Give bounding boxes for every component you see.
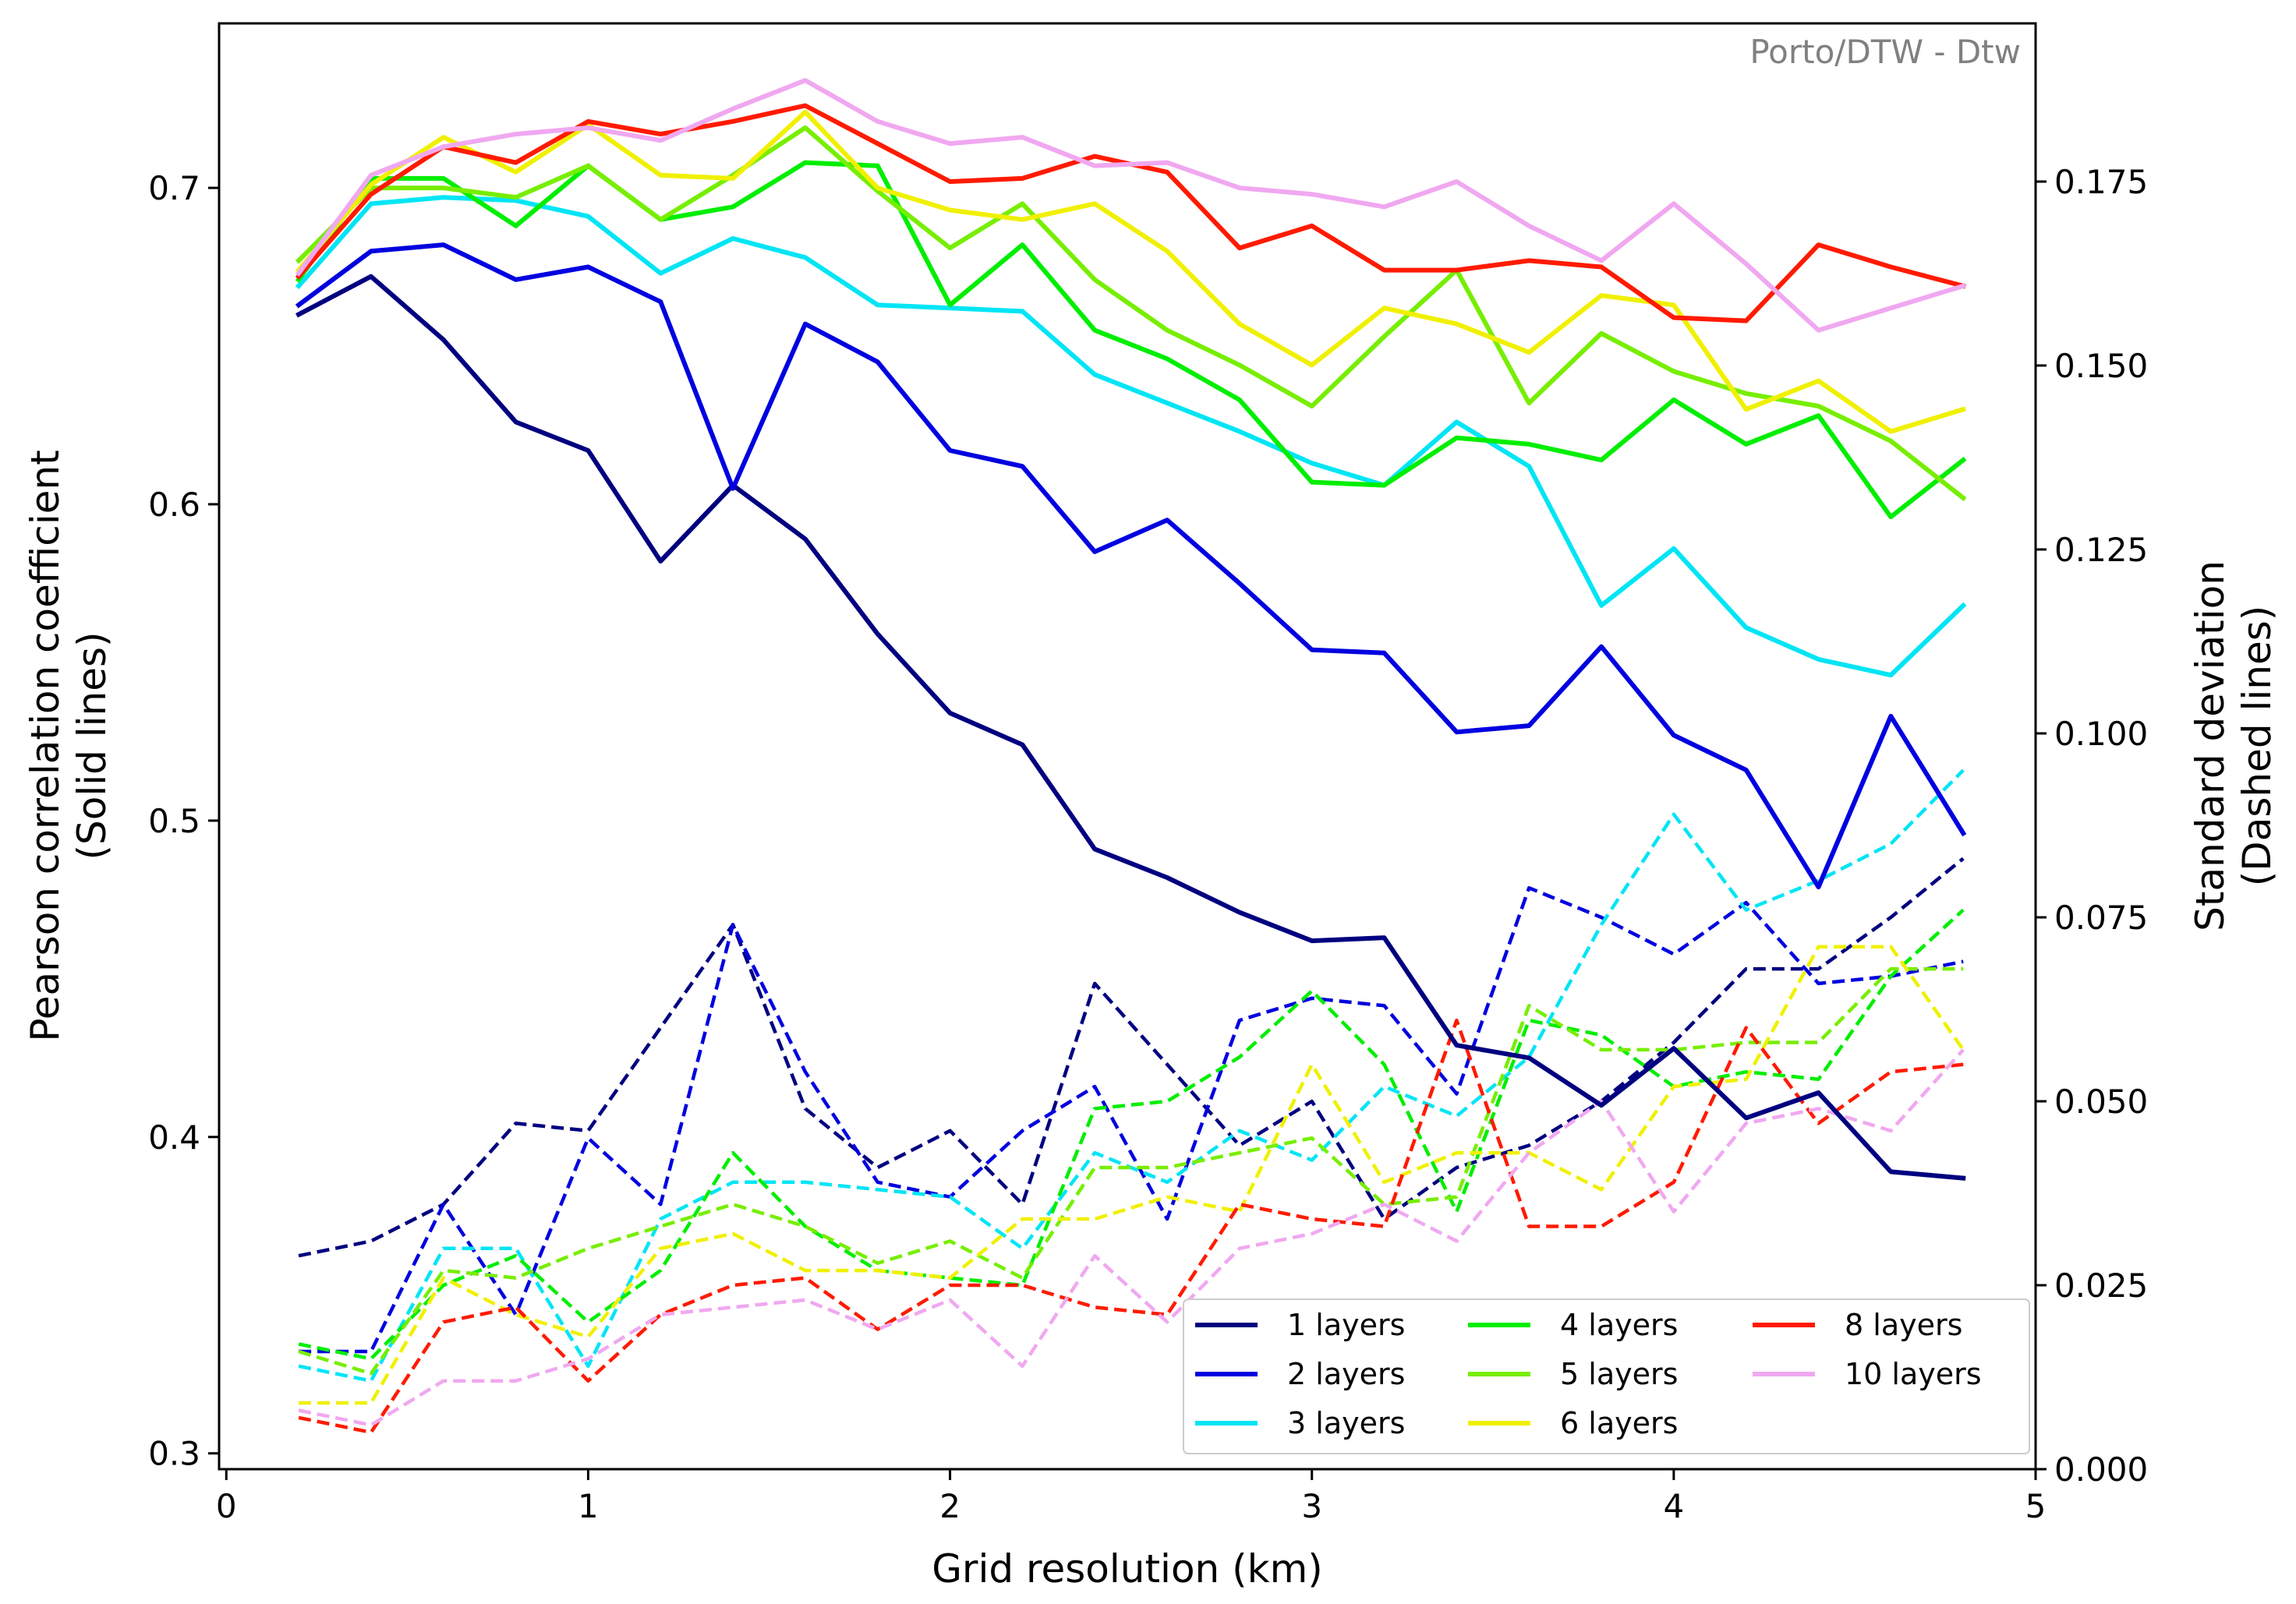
- x-tick-label: 1: [578, 1487, 599, 1525]
- y-axis-right-label-line2: (Dashed lines): [2234, 606, 2280, 887]
- y-axis-right-label-line1: Standard deviation: [2188, 560, 2233, 931]
- legend-label-4-layers: 4 layers: [1560, 1308, 1678, 1342]
- legend-label-8-layers: 8 layers: [1845, 1308, 1962, 1342]
- y-right-tick-label: 0.175: [2054, 163, 2148, 201]
- std-line-8-layers: [298, 1018, 1964, 1435]
- legend: 1 layers 2 layers 3 layers 4 layers 5 layers…: [1183, 1298, 2030, 1454]
- x-tick-label: 5: [2025, 1487, 2047, 1525]
- pearson-line-4-layers: [295, 160, 1967, 520]
- y-right-tick-label: 0.150: [2054, 347, 2148, 385]
- y-left-tick-label: 0.3: [148, 1435, 200, 1473]
- std-line-6-layers: [299, 945, 1965, 1405]
- y-right-tick-label: 0.000: [2054, 1450, 2148, 1489]
- legend-label-1-layers: 1 layers: [1287, 1308, 1405, 1342]
- std-line-5-layers: [298, 966, 1964, 1376]
- y-right-tick-label: 0.100: [2054, 715, 2148, 753]
- std-line-1-layers: [298, 857, 1965, 1258]
- std-line-10-layers: [298, 1048, 1965, 1427]
- std-line-2-layers: [299, 885, 1964, 1354]
- x-axis: 0 1 2 3 4 5: [216, 1469, 2046, 1525]
- std-line-4-layers: [298, 908, 1965, 1361]
- y-right-tick-label: 0.050: [2054, 1083, 2148, 1121]
- y-axis-left: 0.3 0.4 0.5 0.6 0.7: [148, 169, 219, 1473]
- y-axis-left-label-line1: Pearson correlation coefficient: [23, 450, 68, 1041]
- legend-box: [1183, 1298, 2030, 1454]
- y-right-tick-label: 0.125: [2054, 531, 2148, 569]
- std-line-3-layers: [298, 768, 1965, 1383]
- x-axis-label: Grid resolution (km): [932, 1546, 1323, 1592]
- legend-label-10-layers: 10 layers: [1845, 1357, 1982, 1391]
- legend-label-6-layers: 6 layers: [1560, 1406, 1678, 1440]
- pearson-line-5-layers: [295, 125, 1967, 502]
- legend-label-3-layers: 3 layers: [1287, 1406, 1405, 1440]
- legend-label-2-layers: 2 layers: [1287, 1357, 1405, 1391]
- x-tick-label: 4: [1663, 1487, 1684, 1525]
- y-right-tick-label: 0.025: [2054, 1267, 2148, 1305]
- pearson-line-2-layers: [295, 242, 1967, 890]
- y-axis-left-label: Pearson correlation coefficient (Solid l…: [23, 450, 115, 1041]
- x-tick-label: 0: [216, 1487, 237, 1525]
- x-tick-label: 2: [939, 1487, 960, 1525]
- series-group: [295, 78, 1967, 1435]
- y-axis-left-label-line2: (Solid lines): [69, 631, 115, 860]
- plot-frame: [218, 22, 2037, 1471]
- y-right-tick-label: 0.075: [2054, 899, 2148, 937]
- x-tick-label: 3: [1301, 1487, 1322, 1525]
- y-left-tick-label: 0.7: [148, 169, 200, 207]
- annotation: Porto/DTW - Dtw: [1749, 33, 2021, 71]
- y-axis-right: 0.000 0.025 0.050 0.075 0.100 0.125 0.150 0.175: [2036, 163, 2148, 1489]
- legend-label-5-layers: 5 layers: [1560, 1357, 1678, 1391]
- y-axis-right-label: Standard deviation (Dashed lines): [2188, 560, 2280, 931]
- pearson-line-6-layers: [295, 109, 1966, 434]
- pearson-line-3-layers: [295, 195, 1967, 678]
- pearson-line-10-layers: [295, 78, 1966, 333]
- y-left-tick-label: 0.4: [148, 1118, 200, 1157]
- pearson-line-1-layers: [295, 274, 1966, 1181]
- y-left-tick-label: 0.6: [148, 486, 200, 524]
- y-left-tick-label: 0.5: [148, 802, 200, 840]
